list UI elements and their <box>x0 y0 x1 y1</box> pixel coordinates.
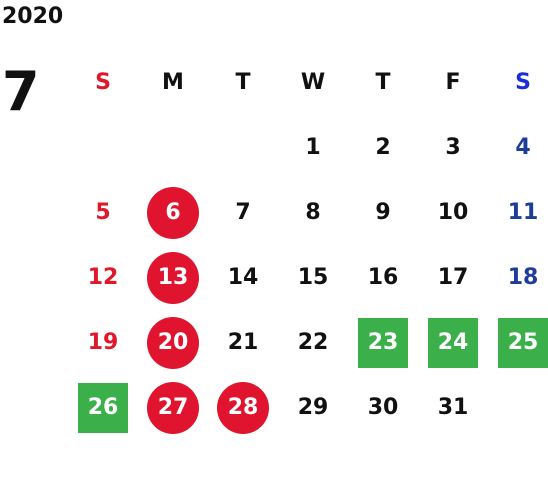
event-square-marker: 26 <box>78 382 128 433</box>
day-number: 8 <box>305 200 321 225</box>
day-number: 19 <box>87 330 119 355</box>
day-number: 14 <box>227 265 259 290</box>
holiday-circle-marker: 27 <box>147 381 199 434</box>
calendar-day: 22 <box>278 310 348 375</box>
day-number: 29 <box>297 395 329 420</box>
day-number: 12 <box>87 265 119 290</box>
calendar-day: 24 <box>418 310 488 375</box>
month-number: 7 <box>2 60 40 123</box>
calendar-day: 30 <box>348 375 418 440</box>
day-number: 17 <box>437 265 469 290</box>
weekday-saturday: S <box>515 70 531 95</box>
calendar-day: 19 <box>68 310 138 375</box>
weekday-friday: F <box>445 70 461 95</box>
calendar-grid: S M T W T F S 1 2 3 4 5 6 7 8 9 10 11 12 13 14 15 16 17 1… <box>68 50 548 440</box>
calendar-day: 28 <box>208 375 278 440</box>
calendar-day: 18 <box>488 245 548 310</box>
calendar-day: 16 <box>348 245 418 310</box>
calendar-day: 5 <box>68 180 138 245</box>
day-number: 9 <box>375 200 391 225</box>
calendar-day: 21 <box>208 310 278 375</box>
holiday-circle-marker: 28 <box>217 381 269 434</box>
day-number: 22 <box>297 330 329 355</box>
calendar-day: 1 <box>278 115 348 180</box>
holiday-circle-marker: 13 <box>147 251 199 304</box>
year-label: 2020 <box>2 4 64 29</box>
calendar-day: 12 <box>68 245 138 310</box>
calendar-day: 4 <box>488 115 548 180</box>
day-number: 1 <box>305 135 321 160</box>
weekday-monday: M <box>162 70 184 95</box>
calendar-day: 11 <box>488 180 548 245</box>
calendar-day: 3 <box>418 115 488 180</box>
calendar-day: 8 <box>278 180 348 245</box>
day-number: 18 <box>507 265 539 290</box>
calendar-day: 23 <box>348 310 418 375</box>
calendar-day: 26 <box>68 375 138 440</box>
calendar-day: 14 <box>208 245 278 310</box>
day-number: 31 <box>437 395 469 420</box>
day-number: 16 <box>367 265 399 290</box>
event-square-marker: 25 <box>498 317 548 368</box>
calendar-day: 27 <box>138 375 208 440</box>
holiday-circle-marker: 6 <box>147 186 199 239</box>
calendar-day: 29 <box>278 375 348 440</box>
calendar-day: 13 <box>138 245 208 310</box>
calendar-day: 15 <box>278 245 348 310</box>
day-number: 4 <box>515 135 531 160</box>
day-number: 10 <box>437 200 469 225</box>
weekday-sunday: S <box>95 70 111 95</box>
calendar-day: 31 <box>418 375 488 440</box>
calendar-day: 10 <box>418 180 488 245</box>
weekday-thursday: T <box>375 70 391 95</box>
day-number: 2 <box>375 135 391 160</box>
calendar-day: 17 <box>418 245 488 310</box>
event-square-marker: 24 <box>428 317 478 368</box>
calendar-day: 2 <box>348 115 418 180</box>
calendar-day: 25 <box>488 310 548 375</box>
weekday-wednesday: W <box>300 70 326 95</box>
day-number: 5 <box>95 200 111 225</box>
day-number: 15 <box>297 265 329 290</box>
calendar-day: 9 <box>348 180 418 245</box>
day-number: 3 <box>445 135 461 160</box>
day-number: 21 <box>227 330 259 355</box>
day-number: 7 <box>235 200 251 225</box>
weekday-tuesday: T <box>235 70 251 95</box>
calendar-day: 7 <box>208 180 278 245</box>
holiday-circle-marker: 20 <box>147 316 199 369</box>
calendar-day: 20 <box>138 310 208 375</box>
calendar-day: 6 <box>138 180 208 245</box>
event-square-marker: 23 <box>358 317 408 368</box>
day-number: 11 <box>507 200 539 225</box>
day-number: 30 <box>367 395 399 420</box>
